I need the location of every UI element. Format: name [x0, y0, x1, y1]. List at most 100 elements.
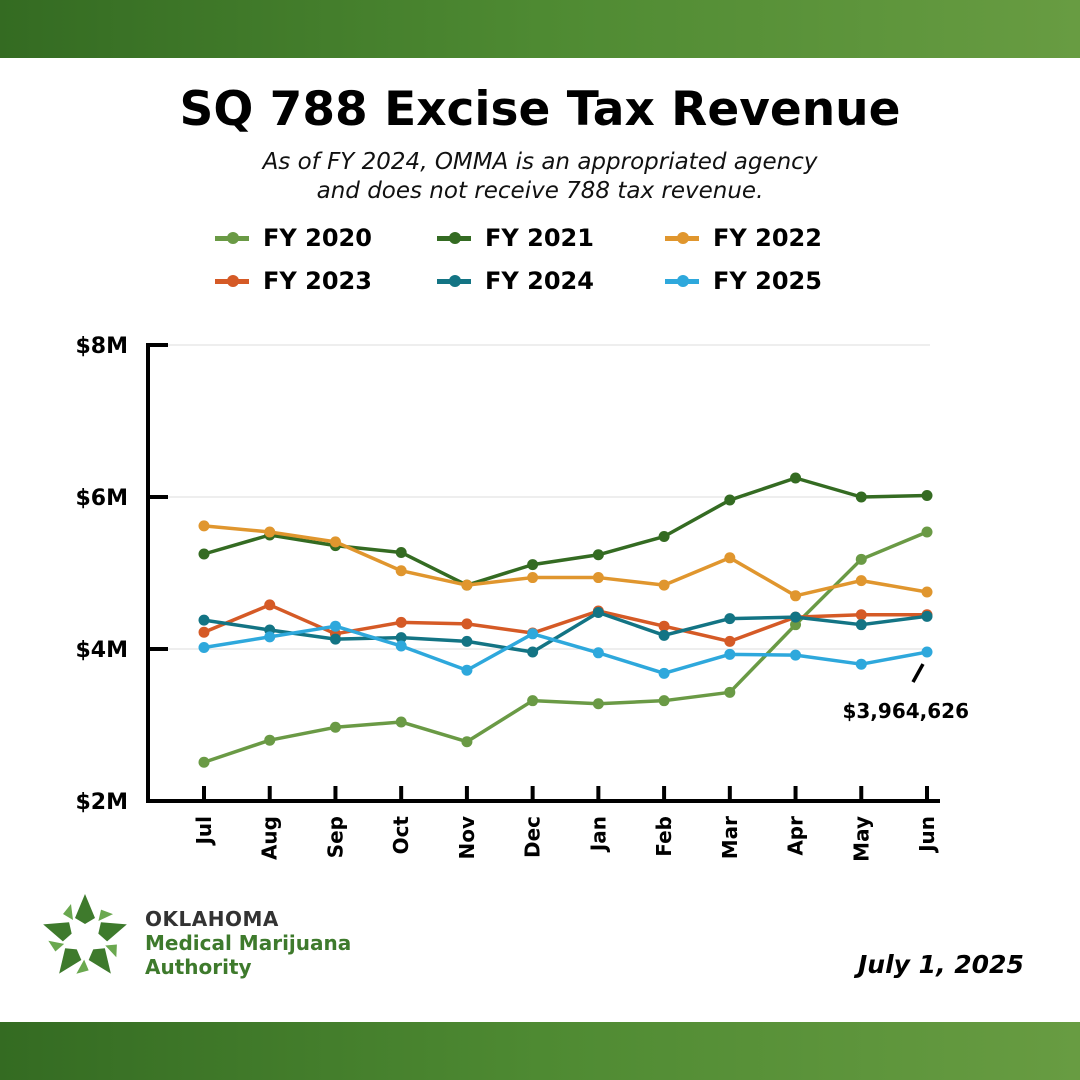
data-point [592, 647, 604, 659]
data-point [790, 590, 802, 602]
org-line-2: Medical Marijuana [145, 931, 352, 955]
org-name: OKLAHOMA Medical Marijuana Authority [145, 907, 351, 979]
x-tick-label: Aug [258, 816, 282, 860]
data-point [329, 536, 341, 548]
legend-item: FY 2025 [665, 267, 822, 295]
data-point [527, 646, 539, 658]
data-point [264, 734, 276, 746]
data-point [855, 553, 867, 565]
legend-swatch-icon [437, 231, 471, 244]
data-point [658, 579, 670, 591]
org-line-1: OKLAHOMA [145, 907, 279, 931]
y-tick-label: $2M [75, 790, 128, 815]
data-point [592, 607, 604, 619]
data-point [198, 520, 210, 532]
top-banner [0, 0, 1080, 58]
annotation-label: $3,964,626 [842, 699, 969, 723]
data-point [658, 620, 670, 632]
data-point [790, 611, 802, 623]
data-point [395, 716, 407, 728]
data-point [724, 494, 736, 506]
data-point [198, 756, 210, 768]
subtitle-line-2: and does not receive 788 tax revenue. [316, 178, 764, 204]
data-point [461, 736, 473, 748]
data-point [395, 565, 407, 577]
data-point [724, 686, 736, 698]
data-point [264, 599, 276, 611]
subtitle-line-1: As of FY 2024, OMMA is an appropriated a… [262, 149, 818, 175]
legend-item: FY 2024 [437, 267, 594, 295]
data-point [921, 489, 933, 501]
data-point [658, 531, 670, 543]
data-point [724, 613, 736, 625]
legend-item: FY 2023 [215, 267, 372, 295]
x-tick-label: Oct [389, 816, 413, 855]
data-point [329, 633, 341, 645]
legend-item: FY 2021 [437, 224, 594, 252]
x-tick-label: Sep [323, 816, 347, 858]
data-point [395, 632, 407, 644]
data-point [395, 616, 407, 628]
data-point [658, 629, 670, 641]
data-point [724, 635, 736, 647]
data-point [395, 640, 407, 652]
y-tick-label: $8M [75, 334, 128, 359]
data-point [855, 658, 867, 670]
data-point [724, 552, 736, 564]
legend-item: FY 2022 [665, 224, 822, 252]
data-point [658, 695, 670, 707]
data-point [527, 559, 539, 571]
data-point [855, 619, 867, 631]
x-tick-label: Feb [652, 816, 676, 857]
data-point [855, 609, 867, 621]
chart-title: SQ 788 Excise Tax Revenue [179, 82, 901, 137]
data-point [527, 695, 539, 707]
data-point [329, 721, 341, 733]
x-tick-label: Jun [915, 816, 939, 854]
data-point [592, 549, 604, 561]
data-point [527, 572, 539, 584]
data-point [855, 575, 867, 587]
data-point [329, 620, 341, 632]
legend-swatch-icon [215, 231, 249, 244]
bottom-banner [0, 1022, 1080, 1080]
legend-swatch-icon [215, 274, 249, 287]
x-tick-label: Dec [521, 816, 545, 858]
series-line [203, 530, 928, 764]
legend-label: FY 2024 [485, 267, 594, 295]
data-point [592, 698, 604, 710]
org-line-3: Authority [145, 955, 252, 979]
data-point [198, 641, 210, 653]
data-point [790, 472, 802, 484]
data-point [724, 648, 736, 660]
series-line [203, 624, 928, 676]
data-point [921, 646, 933, 658]
data-point [461, 664, 473, 676]
legend-label: FY 2025 [713, 267, 822, 295]
series-line [203, 476, 928, 587]
series-line [203, 610, 928, 654]
data-point [461, 635, 473, 647]
data-point [198, 626, 210, 638]
annotation-leader [911, 663, 925, 683]
series-line [203, 524, 928, 598]
data-point [921, 526, 933, 538]
data-point [921, 586, 933, 598]
omma-logo-icon [38, 894, 130, 987]
x-tick-label: Jan [586, 816, 610, 853]
y-tick-label: $6M [75, 486, 128, 511]
legend-swatch-icon [437, 274, 471, 287]
report-date: July 1, 2025 [858, 950, 1024, 979]
data-point [264, 631, 276, 643]
legend-label: FY 2021 [485, 224, 594, 252]
data-point [264, 526, 276, 538]
data-point [790, 619, 802, 631]
x-tick-label: Mar [718, 816, 742, 859]
data-point [461, 618, 473, 630]
data-point [198, 614, 210, 626]
data-point [198, 548, 210, 560]
data-point [790, 649, 802, 661]
x-tick-label: Nov [455, 816, 479, 860]
data-point [921, 610, 933, 622]
